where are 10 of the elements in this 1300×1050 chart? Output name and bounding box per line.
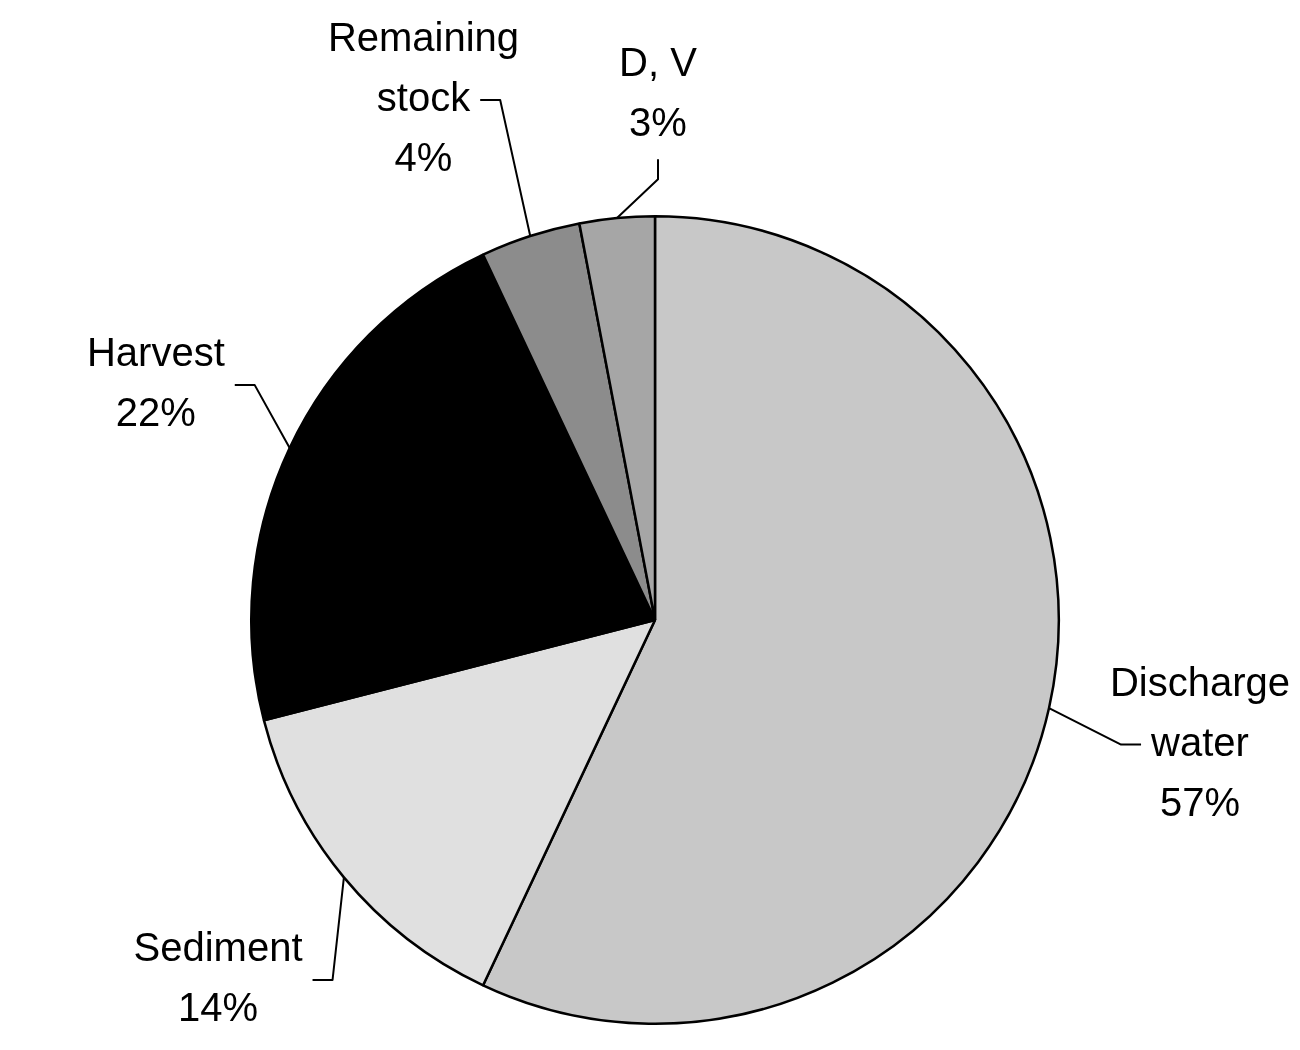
data-label: 4% [394, 135, 453, 180]
slice-label: Sediment [133, 925, 303, 970]
data-label: 3% [629, 100, 687, 145]
slice-label: Remaining stock [327, 15, 520, 120]
data-label: 22% [115, 390, 196, 435]
data-label: 14% [178, 985, 259, 1030]
slice-label: D, V [619, 40, 698, 85]
slice-label: Discharge water [1109, 659, 1290, 764]
slice-label: Harvest [86, 330, 225, 375]
data-label: 57% [1159, 779, 1240, 824]
